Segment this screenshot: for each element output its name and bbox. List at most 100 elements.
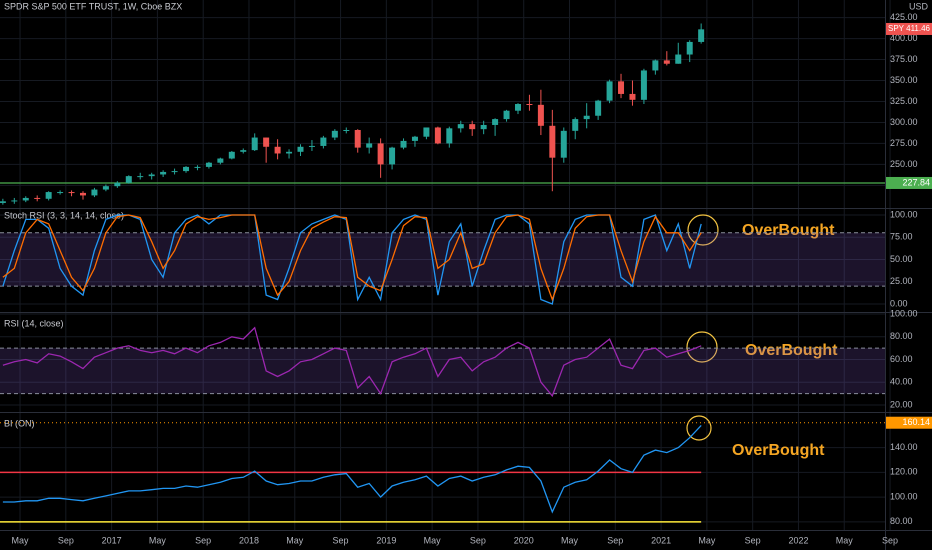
symbol-title: SPDR S&P 500 ETF TRUST, 1W, Cboe BZX — [4, 1, 182, 11]
y-tick-label: 100.00 — [890, 308, 918, 318]
candle-body — [549, 125, 556, 158]
y-tick-label: 40.00 — [890, 377, 913, 387]
annotation: OverBought — [742, 222, 835, 239]
y-tick-label: 0.00 — [890, 298, 908, 308]
y-tick-label: 100.00 — [890, 209, 918, 219]
candle-body — [423, 127, 430, 137]
x-tick-label: Sep — [882, 535, 898, 545]
candle-body — [480, 124, 487, 130]
candle-body — [263, 137, 270, 147]
candle-body — [354, 130, 361, 148]
candle-body — [148, 174, 155, 177]
candle-body — [469, 124, 476, 130]
candle-body — [537, 104, 544, 126]
candle-body — [205, 162, 212, 167]
candle-body — [228, 151, 235, 159]
y-tick-label: 120.00 — [890, 467, 918, 477]
last-value-tag: 160.14 — [902, 417, 930, 427]
candle-body — [377, 143, 384, 165]
candle-body — [297, 146, 304, 152]
candle-body — [217, 158, 224, 163]
x-tick-label: May — [698, 535, 716, 545]
candle-body — [389, 147, 396, 165]
candle-body — [343, 130, 350, 131]
candle-body — [22, 197, 29, 201]
candle-body — [411, 136, 418, 141]
candle-body — [0, 201, 6, 203]
candle-body — [675, 54, 682, 64]
candle-body — [251, 137, 258, 151]
candle-body — [137, 176, 144, 178]
candle-body — [11, 200, 18, 202]
y-tick-label: 140.00 — [890, 442, 918, 452]
pane-title: Stoch RSI (3, 3, 14, 14, close) — [4, 210, 124, 220]
x-tick-label: Sep — [58, 535, 74, 545]
y-tick-label: 25.00 — [890, 276, 913, 286]
candle-body — [171, 171, 178, 173]
candle-body — [331, 130, 338, 138]
y-tick-label: 60.00 — [890, 354, 913, 364]
price-tag: 411.46 — [906, 24, 930, 33]
candle-body — [45, 192, 52, 199]
grid — [0, 0, 891, 530]
x-tick-label: May — [12, 535, 30, 545]
x-tick-label: Sep — [333, 535, 349, 545]
pane-title: BI (ON) — [4, 418, 35, 428]
x-tick-label: 2017 — [102, 535, 122, 545]
candle-body — [514, 104, 521, 111]
candle-body — [320, 137, 327, 146]
annotation: OverBought — [745, 342, 838, 359]
candle-body — [434, 127, 441, 144]
candle-body — [79, 192, 86, 196]
candle-body — [526, 104, 533, 105]
candle-body — [274, 146, 281, 154]
candle-body — [446, 128, 453, 144]
candle-body — [400, 140, 407, 148]
symbol-tag: SPY — [888, 24, 905, 33]
y-tick-label: 50.00 — [890, 254, 913, 264]
x-tick-label: May — [836, 535, 854, 545]
candle-body — [698, 29, 705, 42]
candle-body — [366, 143, 373, 148]
y-tick-label: 250.00 — [890, 159, 918, 169]
candle-body — [240, 150, 247, 152]
x-tick-label: Sep — [470, 535, 486, 545]
y-tick-label: 75.00 — [890, 232, 913, 242]
candle-body — [308, 145, 315, 147]
candle-body — [629, 93, 636, 100]
candle-body — [57, 192, 64, 194]
x-tick-label: May — [561, 535, 579, 545]
x-tick-label: May — [424, 535, 442, 545]
x-tick-label: 2018 — [239, 535, 259, 545]
x-tick-label: 2022 — [788, 535, 808, 545]
annotation: OverBought — [732, 442, 825, 459]
candle-body — [183, 166, 190, 172]
candle-body — [114, 182, 121, 187]
candle-body — [125, 176, 132, 183]
x-tick-label: May — [286, 535, 304, 545]
candle-body — [686, 41, 693, 55]
x-tick-label: 2019 — [376, 535, 396, 545]
y-tick-label: 425.00 — [890, 12, 918, 22]
band-fill — [0, 348, 885, 394]
candle-body — [194, 166, 201, 168]
y-tick-label: 100.00 — [890, 491, 918, 501]
y-tick-label: 275.00 — [890, 138, 918, 148]
pane-title: RSI (14, close) — [4, 318, 64, 328]
candle-body — [640, 70, 647, 100]
highlight-circle — [686, 415, 712, 441]
y-tick-label: 325.00 — [890, 96, 918, 106]
candle-body — [286, 151, 293, 154]
candle-body — [652, 60, 659, 71]
level-tag-bg — [886, 176, 932, 189]
candle-body — [606, 81, 613, 101]
candle-body — [503, 110, 510, 120]
y-tick-label: 80.00 — [890, 331, 913, 341]
y-tick-label: 300.00 — [890, 117, 918, 127]
candle-body — [663, 60, 670, 64]
candle-body — [457, 124, 464, 129]
y-tick-label: 400.00 — [890, 33, 918, 43]
highlight-circle — [687, 214, 719, 246]
